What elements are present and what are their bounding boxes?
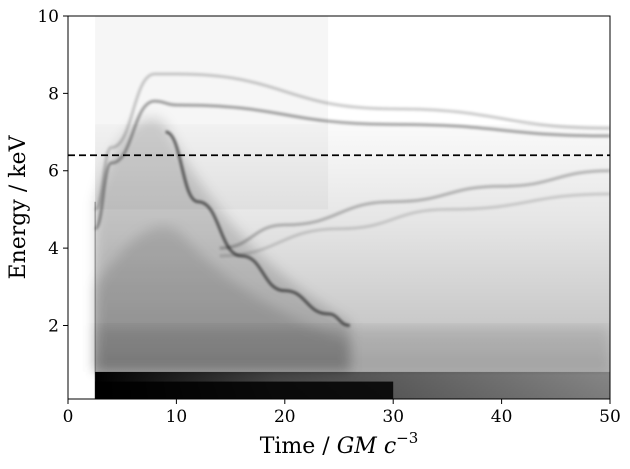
low-energy-glow: [95, 325, 610, 372]
y-axis-label: Energy / keV: [6, 134, 31, 279]
x-tick-label-50: 50: [599, 407, 621, 427]
y-tick-label-2: 2: [48, 316, 59, 336]
y-tick-label-4: 4: [48, 239, 59, 259]
y-tick-label-10: 10: [37, 7, 59, 27]
ridge-line-2: [93, 99, 610, 231]
ridge-line-3: [165, 130, 351, 327]
y-tick-label-8: 8: [48, 84, 59, 104]
y-tick-label-6: 6: [48, 162, 59, 182]
heatmap-layer: [94, 117, 610, 399]
x-axis-label-unit: GM c: [337, 434, 396, 459]
x-tick-label-20: 20: [274, 407, 296, 427]
x-axis-ticks: 0 10 20 30 40 50: [63, 399, 621, 427]
ridge-lines: [93, 72, 610, 327]
x-tick-label-10: 10: [166, 407, 188, 427]
x-axis-label: Time / GM c−3: [260, 429, 419, 459]
low-energy-core: [95, 381, 394, 399]
ridge-line-5: [219, 192, 610, 258]
x-tick-label-40: 40: [491, 407, 513, 427]
x-axis-label-exponent: −3: [396, 429, 418, 447]
ridge-line-4: [219, 169, 610, 250]
ridge-line-1: [93, 72, 610, 211]
x-tick-label-0: 0: [63, 407, 74, 427]
x-tick-label-30: 30: [382, 407, 404, 427]
y-axis-ticks: 2 4 6 8 10: [37, 7, 68, 336]
x-axis-label-prefix: Time /: [260, 434, 337, 459]
plot-frame: [67, 15, 611, 400]
